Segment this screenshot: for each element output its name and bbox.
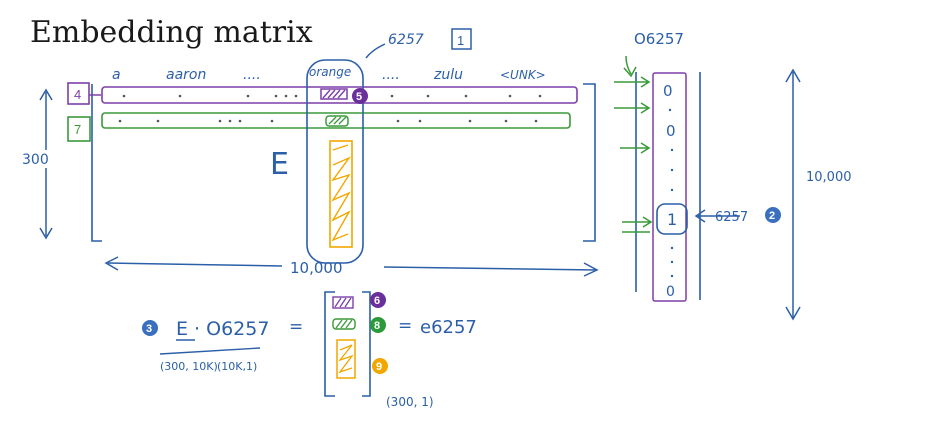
equation-result: e6257	[420, 317, 477, 338]
row-4-dots	[122, 94, 542, 98]
orange-embedding-column	[329, 140, 353, 248]
badge-3	[142, 320, 158, 336]
onehot-green-arrows	[614, 76, 653, 233]
word-aaron: aaron	[166, 67, 206, 83]
equation-lhs: E · O6257	[176, 318, 269, 340]
row-marker-4	[67, 82, 90, 105]
badge-6	[370, 292, 386, 308]
word-a: a	[112, 67, 121, 83]
purple-cell-hatch	[322, 89, 346, 99]
word-orange: orange	[309, 65, 351, 79]
height-label: 300	[22, 152, 49, 168]
badge-9-label: 9	[376, 361, 382, 373]
badge-2-label: 2	[769, 210, 775, 222]
badge-2	[765, 207, 781, 223]
result-purple-hatch	[334, 297, 352, 308]
vocabulary-labels: a aaron .... orange .... zulu <UNK>	[112, 65, 546, 83]
green-cell	[325, 115, 349, 127]
onehot-vector-outline	[652, 72, 687, 302]
onehot-green-pointer-head	[623, 66, 637, 78]
result-orange-cell	[336, 339, 356, 379]
row-marker-7-label: 7	[74, 122, 81, 137]
result-vector-brackets	[324, 291, 371, 397]
index-pointer	[365, 43, 386, 59]
word-zulu: zulu	[433, 67, 463, 83]
equation-fraction-line	[159, 347, 261, 355]
width-arrow-heads	[104, 256, 599, 277]
badge-8-label: 8	[374, 320, 380, 332]
word-dots-2: ....	[382, 67, 400, 83]
orange-column-outline	[306, 59, 364, 264]
badge-3-label: 3	[146, 323, 152, 335]
onehot-label: O6257	[634, 30, 684, 48]
height-arrow-heads	[39, 88, 53, 240]
onehot-index-arrow	[694, 209, 740, 223]
result-purple-cell	[332, 296, 354, 309]
onehot-one-entry: 1	[667, 210, 677, 229]
result-green-cell	[332, 318, 356, 330]
onehot-dots	[668, 108, 674, 278]
row-7-highlight	[101, 112, 571, 129]
badge-9	[372, 358, 388, 374]
equation-dim-right: (10K,1)	[217, 360, 257, 373]
badge-box-1	[451, 28, 472, 50]
matrix-name: E	[270, 147, 289, 182]
result-green-hatch	[335, 319, 353, 329]
result-orange-hatch	[338, 344, 354, 374]
width-arrow-line	[107, 262, 597, 271]
diagram-title: Embedding matrix	[30, 15, 313, 50]
equation-equals-1: =	[289, 317, 303, 337]
onehot-size-arrow-heads	[785, 68, 801, 321]
onehot-size-label: 10,000	[806, 170, 852, 185]
onehot-entry-bottom: 0	[666, 284, 675, 300]
row-marker-7	[67, 116, 91, 142]
onehot-index-label: 6257	[715, 210, 748, 225]
matrix-right-bracket	[583, 83, 596, 242]
badge-5	[352, 88, 368, 104]
purple-cell	[320, 88, 348, 100]
onehot-entry-second: 0	[666, 122, 676, 140]
green-cell-hatch	[328, 116, 347, 125]
row-marker-4-label: 4	[74, 87, 81, 102]
onehot-green-pointer	[625, 55, 632, 75]
column-index-label: 6257	[388, 32, 424, 48]
word-unk: <UNK>	[500, 68, 546, 82]
height-label-mask	[20, 150, 60, 168]
orange-column-hatch	[331, 144, 352, 242]
badge-6-label: 6	[374, 295, 380, 307]
equation-dim-result: (300, 1)	[386, 395, 434, 409]
badge-5-label: 5	[356, 91, 362, 103]
row-4-highlight	[101, 86, 578, 104]
width-label: 10,000	[290, 259, 343, 277]
onehot-one-entry-box	[656, 203, 688, 235]
matrix-left-bracket	[91, 84, 102, 242]
row-7-dots	[118, 119, 538, 123]
word-dots-1: ....	[243, 67, 261, 83]
badge-8	[370, 317, 386, 333]
onehot-entry-top: 0	[663, 82, 673, 100]
equation-equals-2: =	[398, 316, 412, 336]
badge-box-1-label: 1	[457, 33, 464, 48]
equation-dim-left: (300, 10K)	[160, 360, 218, 373]
